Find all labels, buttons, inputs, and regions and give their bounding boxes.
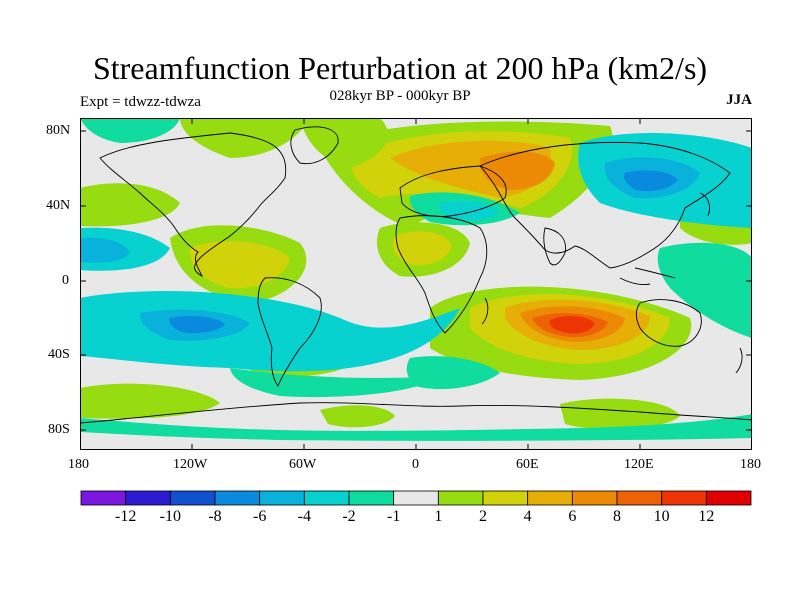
lat-label-0: 0 xyxy=(62,273,69,288)
colorbar-tick-label: -8 xyxy=(208,508,222,525)
colorbar-swatch xyxy=(214,490,261,506)
colorbar-tick-label: 6 xyxy=(568,508,577,525)
lon-label-0: 0 xyxy=(412,457,419,472)
lat-label-80n: 80N xyxy=(46,123,71,138)
colorbar-tick-label: 2 xyxy=(479,508,487,525)
far-south-cyan xyxy=(80,414,752,441)
colorbar-swatch xyxy=(527,490,573,506)
colorbar-swatch xyxy=(482,490,529,506)
colorbar-tick-label: -4 xyxy=(297,508,311,525)
africa-outline xyxy=(395,215,488,334)
atlantic-yellow xyxy=(189,241,290,289)
southern-ocean-green-3 xyxy=(560,398,680,430)
asia-outline xyxy=(479,141,731,269)
north-america-outline xyxy=(99,132,287,278)
season-label: JJA xyxy=(726,92,752,108)
streamfunction-map xyxy=(80,118,752,450)
colorbar-swatch xyxy=(80,490,127,506)
colorbar-swatch xyxy=(661,490,707,506)
colorbar-tick-label: -2 xyxy=(342,508,356,525)
indian-ocean-core xyxy=(549,316,595,334)
arctic-green xyxy=(180,118,310,158)
colorbar-tick-label: -10 xyxy=(159,508,181,525)
coastlines xyxy=(80,126,752,424)
colorbar-tick-label: -6 xyxy=(252,508,267,525)
africa-yellow xyxy=(393,231,452,266)
greenland-outline xyxy=(290,126,339,165)
lat-label-40s: 40S xyxy=(48,347,70,362)
lat-label-80s: 80S xyxy=(48,422,70,437)
colorbar-swatch xyxy=(259,490,305,506)
colorbar-swatch xyxy=(437,490,484,506)
north-atlantic-green-strip xyxy=(300,118,389,168)
india-outline xyxy=(543,227,566,266)
lon-label-60e: 60E xyxy=(516,457,539,472)
colorbar-tick-label: 10 xyxy=(653,508,670,525)
south-america-outline xyxy=(257,277,322,387)
colorbar-tick-label: 8 xyxy=(613,508,621,525)
indian-ocean-south-cyan xyxy=(406,356,500,390)
australia-outline xyxy=(635,299,702,347)
plot-subtitle: 028kyr BP - 000kyr BP xyxy=(329,88,471,104)
antarctica-outline xyxy=(80,402,752,424)
colorbar-swatch xyxy=(616,490,663,506)
lon-label-180-left: 180 xyxy=(68,457,89,472)
southern-pacific-core xyxy=(169,316,225,334)
lat-label-40n: 40N xyxy=(46,198,71,213)
experiment-label: Expt = tdwzz-tdwza xyxy=(80,94,201,110)
tropical-pacific-blue xyxy=(80,237,130,263)
siberia-darkorange xyxy=(479,151,555,190)
lon-label-180-right: 180 xyxy=(740,457,761,472)
southern-ocean-green-2 xyxy=(320,405,395,428)
colorbar-swatch xyxy=(303,490,350,506)
colorbar xyxy=(80,490,752,506)
japan-outline xyxy=(699,192,711,217)
colorbar-tick-label: 1 xyxy=(434,508,443,525)
eastern-pacific-green xyxy=(80,183,180,227)
colorbar-tick-label: 4 xyxy=(523,508,532,525)
new-zealand-outline xyxy=(735,347,743,374)
colorbar-swatch xyxy=(169,490,216,506)
colorbar-swatch xyxy=(705,490,752,506)
colorbar-swatch xyxy=(571,490,618,506)
colorbar-swatch xyxy=(393,490,439,506)
colorbar-swatch xyxy=(348,490,395,506)
north-pacific-low-core xyxy=(624,170,678,192)
field-layer xyxy=(80,118,752,450)
plot-title: Streamfunction Perturbation at 200 hPa (… xyxy=(92,50,708,86)
southern-ocean-green-1 xyxy=(80,383,220,419)
madagascar-outline xyxy=(481,297,489,325)
colorbar-tick-label: -12 xyxy=(114,508,137,525)
lon-label-120w: 120W xyxy=(173,457,208,472)
southern-ocean-band-green xyxy=(230,368,440,398)
colorbar-tick-label: -1 xyxy=(386,508,401,525)
colorbar-swatch xyxy=(125,490,171,506)
colorbar-tick-label: 12 xyxy=(698,508,715,525)
pacific-west-cyan xyxy=(657,242,752,338)
arctic-cyan xyxy=(80,118,180,143)
indonesia-outline xyxy=(619,267,676,286)
lon-label-60w: 60W xyxy=(289,457,317,472)
axis-ticks xyxy=(80,118,752,450)
lon-label-120e: 120E xyxy=(624,457,654,472)
